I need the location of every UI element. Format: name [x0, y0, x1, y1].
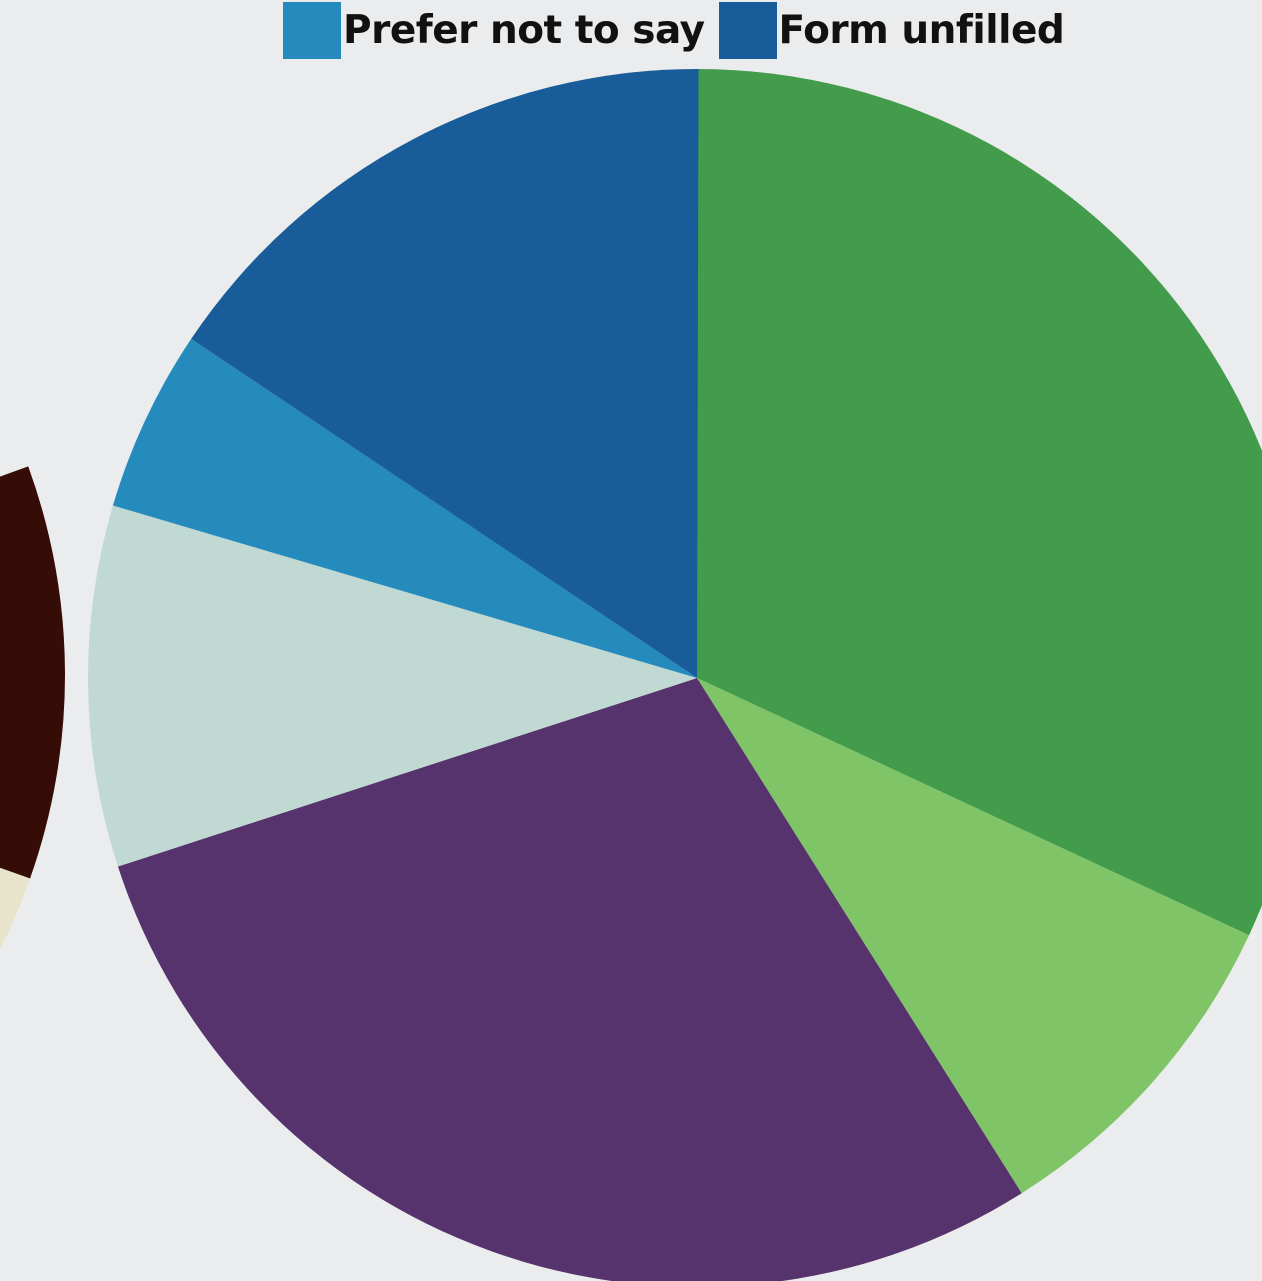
legend-swatch-prefer-not-to-say [283, 2, 341, 59]
main-pie-slice-4 [88, 505, 697, 867]
main-pie-slice-1 [697, 69, 1262, 936]
left-pie [0, 466, 65, 949]
main-pie-slice-2 [697, 678, 1250, 1194]
main-pie-slice-6 [191, 68, 699, 678]
legend-label-prefer-not-to-say: Prefer not to say [343, 8, 705, 53]
legend-item-form-unfilled: Form unfilled [718, 2, 1065, 59]
legend-item-prefer-not-to-say: Prefer not to say [283, 2, 705, 59]
legend-label-form-unfilled: Form unfilled [778, 8, 1065, 53]
main-pie-slice-3 [117, 678, 1022, 1281]
left-pie-slice-2 [0, 867, 31, 949]
main-pie-slice-5 [112, 338, 697, 678]
chart-legend: Prefer not to say Form unfilled [283, 2, 1078, 59]
left-pie-slice-1 [0, 466, 65, 879]
legend-swatch-form-unfilled [718, 2, 777, 59]
main-pie [88, 68, 1262, 1281]
